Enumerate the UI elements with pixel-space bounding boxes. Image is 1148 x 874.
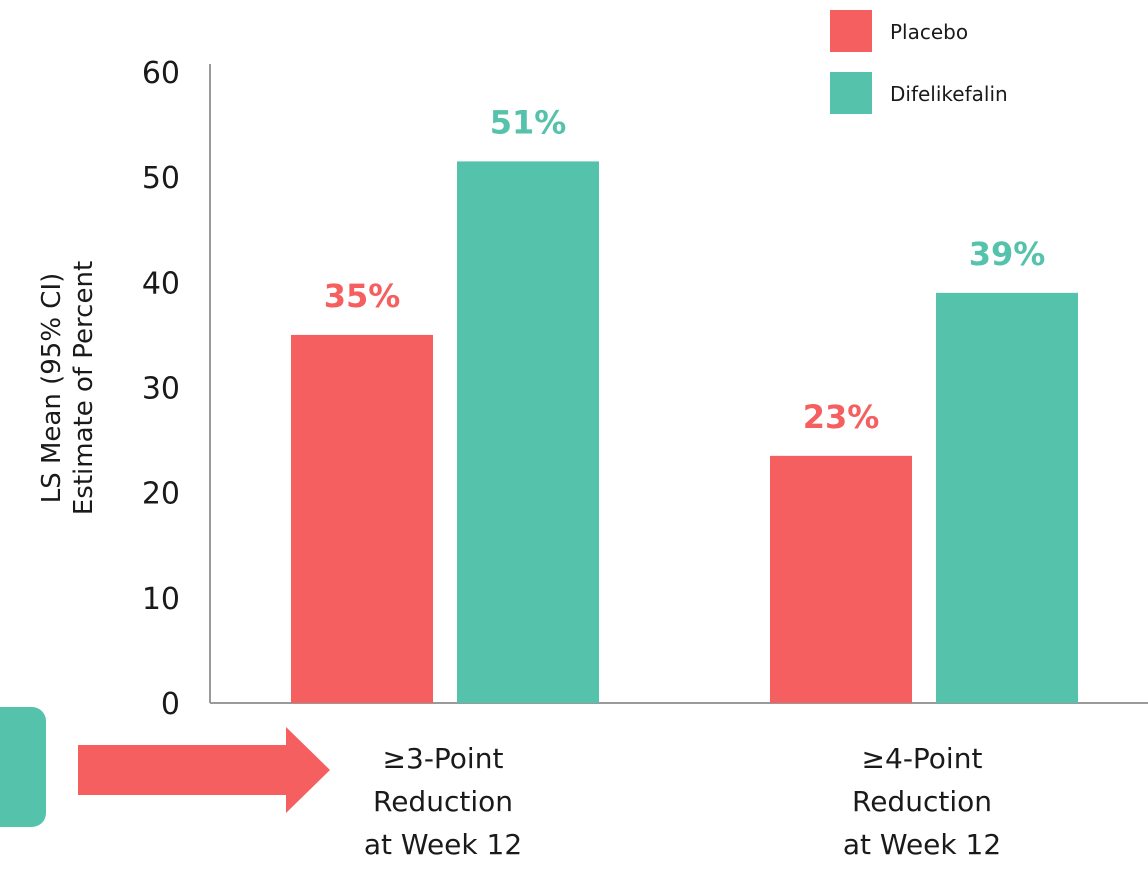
x-category-label-line: Reduction: [373, 785, 513, 818]
bar-placebo-2: [770, 455, 912, 703]
x-category-label-line: at Week 12: [843, 828, 1001, 861]
y-tick-label: 20: [142, 477, 180, 512]
y-tick-label: 10: [142, 582, 180, 617]
greater-equal-symbol: ≥: [862, 742, 885, 775]
y-tick-label: 40: [142, 266, 180, 301]
y-axis-label-line: LS Mean (95% CI): [37, 273, 67, 504]
legend-swatch-placebo: [830, 10, 872, 52]
data-label: 39%: [969, 235, 1046, 273]
legend-label-difelikefalin: Difelikefalin: [890, 82, 1008, 106]
x-category-label: ≥4-Point Reduction at Week 12: [843, 742, 1001, 861]
greater-equal-symbol: ≥: [383, 742, 406, 775]
y-axis-label-line: Estimate of Percent: [69, 261, 99, 515]
x-category-label-text: 4-Point: [885, 742, 982, 775]
y-tick-label: 50: [142, 161, 180, 196]
y-tick-label: 60: [142, 56, 180, 91]
bars: [291, 161, 1078, 703]
right-arrow-icon: [78, 727, 330, 813]
bar-difelikefalin-1: [457, 161, 599, 703]
x-category-label-line: ≥4-Point: [862, 742, 983, 775]
data-labels: 35% 23% 51% 39%: [324, 103, 1046, 435]
legend-swatch-difelikefalin: [830, 72, 872, 114]
teal-callout-box: [0, 707, 46, 827]
x-category-label-line: Reduction: [852, 785, 992, 818]
data-label: 23%: [803, 398, 880, 436]
bar-difelikefalin-2: [936, 292, 1078, 703]
y-tick-label: 30: [142, 372, 180, 407]
y-tick-label: 0: [161, 687, 180, 722]
x-category-labels: ≥3-Point Reduction at Week 12 ≥4-Point Reduc…: [364, 742, 1001, 861]
data-label: 51%: [490, 103, 567, 141]
x-category-label-text: 3-Point: [406, 742, 503, 775]
x-category-label: ≥3-Point Reduction at Week 12: [364, 742, 522, 861]
legend-label-placebo: Placebo: [890, 20, 968, 44]
legend: Placebo Difelikefalin: [830, 10, 1008, 114]
bar-placebo-1: [291, 334, 433, 703]
y-axis-label: LS Mean (95% CI)Estimate of Percent: [37, 261, 99, 515]
data-label: 35%: [324, 277, 401, 315]
x-category-label-line: at Week 12: [364, 828, 522, 861]
x-category-label-line: ≥3-Point: [383, 742, 504, 775]
